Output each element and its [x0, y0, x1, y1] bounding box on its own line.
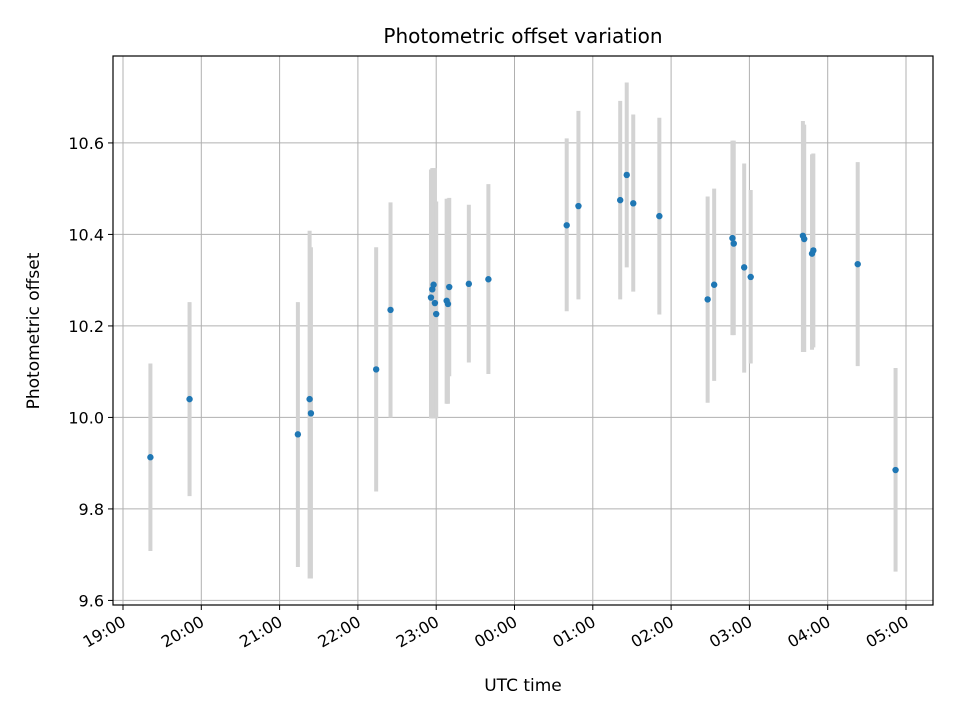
data-point [656, 212, 663, 220]
data-point [431, 299, 439, 307]
plot-area [113, 56, 933, 605]
data-points [147, 171, 899, 474]
data-point [372, 366, 380, 373]
data-point [729, 234, 736, 242]
data-point [186, 395, 193, 403]
data-point [623, 171, 630, 179]
data-point [307, 410, 315, 417]
data-point [704, 296, 711, 303]
data-point [433, 310, 440, 318]
data-point [465, 280, 473, 288]
data-point [147, 454, 154, 461]
data-point [427, 294, 435, 301]
y-axis-ticks: 9.6 9.8 10.0 10.2 10.4 10.6 [68, 134, 113, 610]
data-point [740, 264, 748, 271]
data-point [575, 202, 582, 210]
y-tick-label: 10.6 [68, 134, 104, 153]
data-point [485, 276, 492, 283]
data-point [710, 281, 718, 288]
data-point [563, 222, 570, 229]
x-axis-label: UTC time [484, 676, 562, 696]
data-point [630, 200, 637, 207]
data-point [801, 235, 808, 243]
data-point [617, 196, 624, 204]
data-point [444, 300, 452, 308]
data-point [730, 240, 737, 247]
data-point [810, 247, 817, 254]
chart-title: Photometric offset variation [383, 24, 662, 48]
y-axis-label: Photometric offset [24, 252, 44, 409]
y-tick-label: 10.0 [68, 408, 104, 427]
data-point [747, 273, 754, 281]
data-point [892, 466, 899, 474]
y-tick-label: 10.2 [68, 317, 104, 336]
data-point [446, 283, 453, 291]
plot-frame [112, 55, 934, 606]
grid [113, 56, 933, 605]
data-point [387, 306, 394, 314]
data-point [294, 431, 302, 438]
y-tick-label: 10.4 [68, 225, 104, 244]
y-tick-label: 9.6 [79, 591, 104, 610]
data-point [306, 395, 313, 403]
y-tick-label: 9.8 [79, 500, 104, 519]
data-point [430, 281, 437, 288]
data-point [854, 260, 861, 268]
